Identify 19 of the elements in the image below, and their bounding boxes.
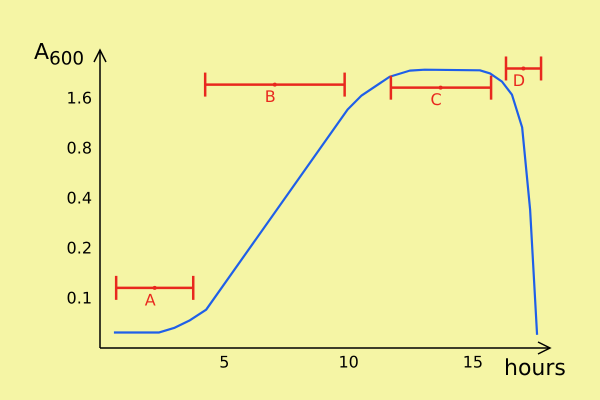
y-tick-label: 0.1 bbox=[66, 288, 92, 308]
point bbox=[521, 66, 526, 70]
y-tick-label: 0.4 bbox=[66, 188, 92, 208]
series-label: C bbox=[430, 90, 442, 110]
point bbox=[438, 86, 443, 90]
line-series bbox=[112, 68, 538, 336]
point bbox=[152, 286, 157, 290]
x-axis-title: hours bbox=[504, 356, 566, 381]
y-axis-title: A$_{600}$ bbox=[34, 40, 84, 70]
x-tick-label: 10 bbox=[338, 352, 359, 372]
series-label: A bbox=[144, 290, 156, 310]
series-label: B bbox=[264, 87, 276, 106]
x-tick-label: 15 bbox=[462, 352, 484, 372]
series-label: D bbox=[512, 70, 526, 90]
y-tick-label: 1.6 bbox=[66, 88, 92, 108]
point bbox=[272, 82, 277, 87]
y-tick-label: 0.8 bbox=[66, 138, 92, 158]
x-tick-label: 5 bbox=[219, 352, 230, 372]
y-tick-label: 0.2 bbox=[66, 238, 92, 258]
